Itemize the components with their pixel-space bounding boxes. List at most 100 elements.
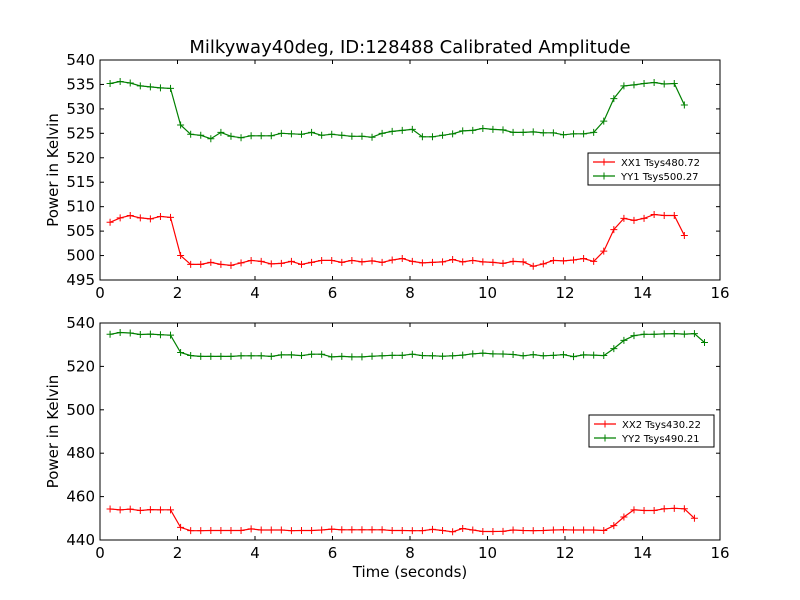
data-point-marker [640,330,648,338]
data-point-marker [277,259,285,267]
data-point-marker [287,130,295,138]
data-point-marker [559,526,567,534]
y-tick-label: 525 [66,124,95,142]
data-point-marker [177,523,185,531]
data-point-marker [116,78,124,86]
data-point-marker [701,339,708,347]
data-point-marker [489,125,497,133]
data-point-marker [388,351,396,359]
data-point-marker [428,133,436,141]
series-line [109,80,685,140]
data-point-marker [358,526,366,534]
data-point-marker [428,352,436,360]
data-point-marker [580,130,588,138]
data-point-marker [590,128,598,136]
data-point-marker [197,527,205,535]
y-tick-label: 460 [66,488,95,506]
data-point-marker [116,506,124,514]
legend-label: XX1 Tsys480.72 [621,158,700,169]
data-point-marker [549,256,557,264]
data-point-marker [247,352,255,360]
x-tick-label: 14 [633,544,652,562]
data-point-marker [146,330,154,338]
data-point-marker [237,134,245,142]
y-axis-label: Power in Kelvin [44,113,62,227]
data-point-marker [267,260,275,268]
data-point-marker [469,526,477,534]
data-point-marker [499,126,507,134]
data-point-marker [277,526,285,534]
data-point-marker [298,260,305,268]
legend-marker [600,158,608,166]
data-point-marker [197,352,205,360]
data-point-marker [298,352,305,360]
data-point-marker [136,82,144,90]
y-tick-label: 495 [66,271,95,289]
data-point-marker [368,352,376,360]
data-point-marker [640,79,648,87]
data-point-marker [439,352,447,360]
bottom-panel: 0 2 4 6 8 10 12 14 16 440 460 480 500 520 540 Power in … [44,314,730,562]
data-point-marker [640,214,648,222]
data-point-marker [549,351,557,359]
data-point-marker [237,259,245,267]
data-point-marker [690,514,698,522]
data-point-marker [378,258,386,266]
data-point-marker [428,525,436,533]
data-point-marker [308,258,316,266]
data-point-marker [610,522,618,530]
data-point-marker [620,513,628,521]
data-point-marker [146,506,154,514]
data-point-marker [610,226,618,234]
x-tick-label: 10 [478,544,497,562]
data-point-marker [479,124,487,132]
data-point-marker [539,129,547,137]
data-point-marker [630,216,638,224]
y-tick-label: 535 [66,75,95,93]
x-tick-label: 2 [173,284,183,302]
data-point-marker [600,117,608,125]
data-point-marker [630,332,638,340]
data-point-marker [459,258,467,266]
x-tick-label: 8 [405,284,415,302]
data-point-marker [267,526,275,534]
data-point-marker [660,505,668,513]
data-point-marker [257,352,265,360]
y-tick-label: 510 [66,198,95,216]
data-point-marker [449,352,457,360]
data-point-marker [197,131,205,139]
data-point-marker [287,351,295,359]
data-point-marker [348,353,356,361]
data-point-marker [439,258,447,266]
data-point-marker [328,525,336,533]
data-point-marker [167,213,175,221]
data-point-marker [489,350,497,358]
data-point-marker [479,349,487,357]
data-point-marker [237,352,245,360]
data-point-marker [449,255,457,263]
data-point-marker [136,506,144,514]
data-point-marker [247,256,255,264]
data-point-marker [509,128,517,136]
data-point-marker [187,527,195,535]
data-point-marker [650,78,658,86]
data-point-marker [156,331,164,339]
y-tick-label: 500 [66,401,95,419]
data-point-marker [378,129,386,137]
data-point-marker [388,256,396,264]
data-point-marker [499,527,507,535]
data-point-marker [338,131,346,139]
data-point-marker [368,257,376,265]
data-point-marker [167,331,175,339]
data-point-marker [590,257,598,265]
data-point-marker [509,350,517,358]
data-point-marker [338,258,346,266]
data-point-marker [670,330,678,338]
data-point-marker [459,127,467,135]
data-point-marker [237,526,245,534]
data-point-marker [146,83,154,91]
data-point-marker [529,527,537,535]
data-point-marker [539,260,547,268]
data-point-marker [539,526,547,534]
data-point-marker [408,125,416,133]
